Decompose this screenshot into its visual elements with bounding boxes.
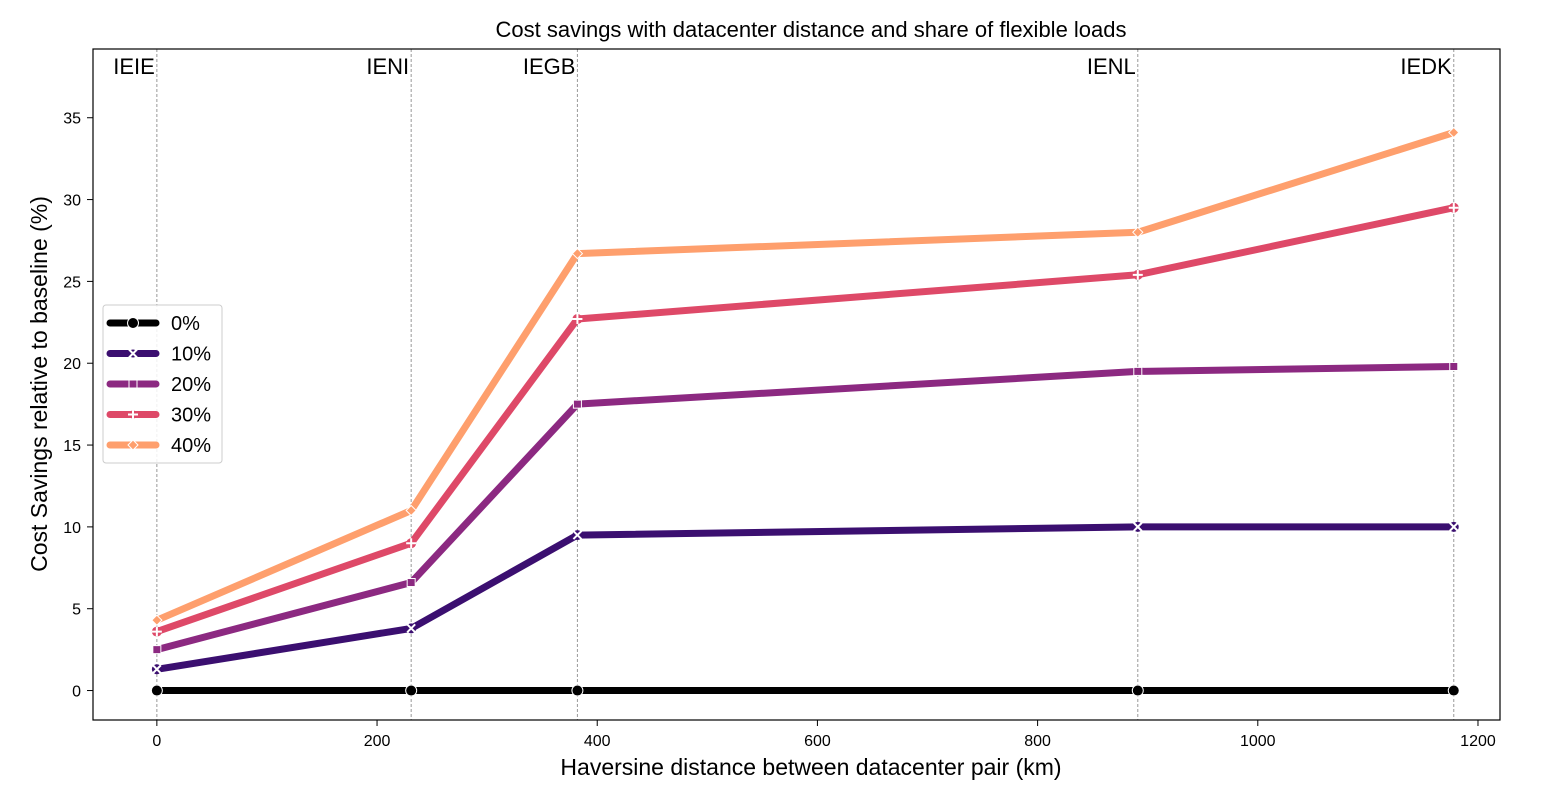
x-tick-label: 200 <box>364 733 391 750</box>
data-point <box>406 623 416 634</box>
data-point <box>571 684 584 697</box>
x-axis-label: Haversine distance between datacenter pa… <box>560 754 1061 780</box>
data-point <box>1449 361 1459 371</box>
data-point <box>405 684 418 697</box>
y-tick-label: 15 <box>63 438 81 455</box>
vline-label: IEIE <box>113 54 155 79</box>
legend-marker <box>127 439 139 451</box>
series-0 <box>150 684 1460 697</box>
vline-label: IENL <box>1087 54 1136 79</box>
y-tick-label: 25 <box>63 274 81 291</box>
legend-entry: 30% <box>106 405 211 427</box>
data-point <box>1448 202 1459 213</box>
data-point <box>406 578 416 588</box>
data-point <box>152 664 162 674</box>
legend-label: 30% <box>171 405 211 427</box>
data-point <box>405 504 417 517</box>
vline-label: IEDK <box>1400 54 1452 79</box>
plot-frame <box>92 48 1501 721</box>
y-tick-label: 0 <box>72 684 81 701</box>
data-point <box>1447 684 1460 697</box>
series-2 <box>152 361 1459 655</box>
data-point <box>572 530 583 540</box>
x-tick-label: 600 <box>804 733 831 750</box>
vline-label: IENI <box>366 54 409 79</box>
data-point <box>571 247 584 260</box>
data-point <box>150 684 163 697</box>
data-point <box>1133 522 1143 532</box>
legend-marker <box>128 409 138 420</box>
series-line <box>153 363 1458 654</box>
data-point <box>1131 684 1144 697</box>
data-point <box>151 626 162 637</box>
legend-label: 40% <box>171 435 211 457</box>
x-tick-label: 1000 <box>1240 733 1276 750</box>
series-4 <box>151 126 1460 626</box>
data-point <box>1132 269 1143 280</box>
legend-entry: 40% <box>106 435 211 457</box>
legend-entry: 20% <box>106 374 211 396</box>
data-point <box>1448 126 1460 139</box>
series-line <box>153 204 1458 636</box>
x-tick-label: 1200 <box>1460 733 1496 750</box>
data-point <box>572 314 583 325</box>
y-tick-label: 30 <box>63 193 81 210</box>
data-point <box>572 399 582 409</box>
legend-marker <box>127 317 139 329</box>
x-tick-label: 400 <box>584 733 611 750</box>
legend-marker <box>128 379 138 389</box>
legend-label: 20% <box>171 374 211 396</box>
y-tick-label: 35 <box>63 111 81 128</box>
data-point <box>151 614 163 626</box>
legend-marker <box>128 348 138 359</box>
legend-entry: 0% <box>106 313 200 335</box>
legend-box <box>102 304 223 464</box>
y-tick-label: 20 <box>63 356 81 373</box>
data-point <box>1449 522 1459 532</box>
chart-title: Cost savings with datacenter distance an… <box>495 17 1126 42</box>
vline-label: IEGB <box>523 54 576 79</box>
data-point <box>1133 366 1143 376</box>
x-tick-label: 0 <box>152 733 161 750</box>
y-tick-label: 5 <box>72 602 81 619</box>
y-tick-label: 10 <box>63 520 81 537</box>
data-point <box>152 645 162 655</box>
y-axis-label: Cost Savings relative to baseline (%) <box>26 196 52 572</box>
series-3 <box>151 202 1459 637</box>
legend-label: 10% <box>171 344 211 366</box>
legend-entry: 10% <box>106 344 211 366</box>
data-point <box>406 538 417 549</box>
data-point <box>1132 226 1144 239</box>
x-tick-label: 800 <box>1024 733 1051 750</box>
series-1 <box>151 521 1459 675</box>
legend-label: 0% <box>171 313 200 335</box>
series-line <box>153 129 1458 624</box>
